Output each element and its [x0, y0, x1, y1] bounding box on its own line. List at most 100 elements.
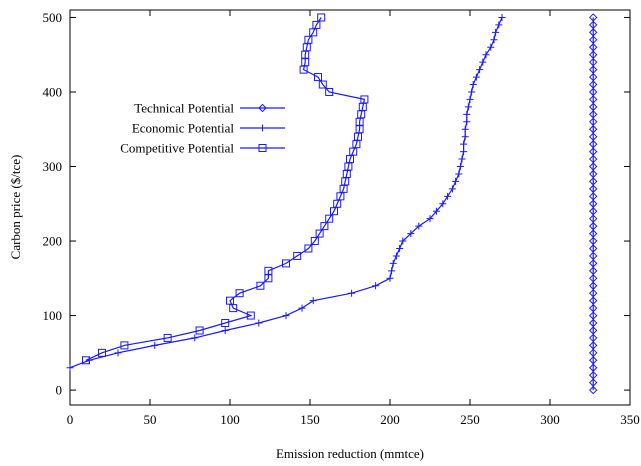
- plus-marker: [482, 51, 490, 59]
- diamond-marker: [588, 102, 598, 112]
- diamond-marker: [588, 65, 598, 74]
- diamond-marker: [588, 318, 598, 328]
- diamond-marker: [588, 348, 598, 358]
- x-tick-label: 100: [220, 412, 240, 427]
- diamond-marker: [588, 236, 598, 246]
- diamond-marker: [588, 244, 598, 253]
- plus-marker: [472, 73, 480, 81]
- plus-marker: [407, 230, 415, 238]
- y-axis-title: Carbon price ($/tce): [8, 155, 23, 260]
- plus-marker: [396, 244, 404, 252]
- diamond-marker: [588, 311, 598, 320]
- diamond-marker: [588, 35, 598, 45]
- diamond-marker: [258, 103, 267, 113]
- plus-marker: [255, 319, 263, 327]
- diamond-marker: [588, 378, 598, 387]
- diamond-marker: [588, 184, 598, 194]
- x-tick-label: 300: [540, 412, 560, 427]
- square-marker: [320, 222, 329, 231]
- plus-marker: [389, 259, 397, 267]
- square-marker: [235, 289, 244, 298]
- square-marker: [293, 251, 302, 260]
- square-marker: [310, 237, 319, 246]
- square-marker: [325, 214, 334, 223]
- plus-marker: [455, 170, 463, 178]
- diamond-marker: [588, 132, 598, 141]
- square-marker: [258, 144, 267, 152]
- legend: Technical Potential Economic Potential Com…: [120, 101, 285, 156]
- diamond-marker: [588, 303, 598, 313]
- series-competitive-potential: [82, 13, 369, 365]
- diamond-marker: [588, 326, 598, 335]
- diamond-marker: [588, 80, 598, 89]
- plus-marker: [259, 124, 266, 132]
- plus-marker: [495, 21, 503, 29]
- square-marker: [256, 281, 265, 290]
- diamond-marker: [588, 169, 598, 179]
- square-marker: [318, 80, 327, 89]
- series-economic-potential: [66, 13, 506, 372]
- square-marker: [282, 259, 290, 268]
- diamond-marker: [588, 199, 598, 208]
- plus-marker: [399, 237, 407, 245]
- plus-marker: [468, 88, 476, 96]
- plus-marker: [426, 215, 434, 223]
- legend-label: Economic Potential: [132, 121, 235, 136]
- y-tick-label: 300: [43, 159, 63, 174]
- y-tick-label: 100: [43, 308, 63, 323]
- legend-label: Competitive Potential: [120, 141, 234, 156]
- axis-ticks: 0 50 100 150 200 250 300 350 0 100 200 300 400 500: [43, 10, 640, 427]
- x-tick-label: 0: [67, 412, 74, 427]
- square-marker: [163, 333, 172, 342]
- diamond-marker: [588, 356, 598, 365]
- plus-marker: [487, 43, 495, 51]
- y-tick-label: 200: [43, 234, 63, 249]
- plus-marker: [452, 177, 460, 185]
- square-marker: [304, 244, 313, 253]
- square-marker: [226, 296, 234, 305]
- square-marker: [264, 266, 273, 275]
- diamond-marker: [588, 139, 598, 149]
- series-line: [69, 17, 503, 369]
- plus-marker: [348, 289, 356, 297]
- diamond-marker: [588, 274, 598, 283]
- plus-marker: [492, 28, 500, 36]
- square-marker: [304, 35, 313, 44]
- diamond-marker: [588, 296, 598, 305]
- diamond-marker: [588, 229, 598, 238]
- square-marker: [246, 311, 255, 320]
- diamond-marker: [588, 333, 598, 343]
- y-tick-label: 0: [56, 383, 63, 398]
- square-marker: [312, 20, 321, 29]
- square-marker: [221, 319, 230, 328]
- diamond-marker: [588, 341, 598, 350]
- y-tick-label: 400: [43, 84, 63, 99]
- plus-marker: [432, 207, 440, 215]
- diamond-marker: [588, 117, 598, 126]
- x-tick-label: 200: [380, 412, 400, 427]
- diamond-marker: [588, 20, 598, 30]
- x-tick-label: 50: [144, 412, 157, 427]
- plus-marker: [282, 312, 290, 320]
- legend-label: Technical Potential: [134, 101, 234, 116]
- plus-marker: [464, 103, 472, 111]
- x-tick-label: 350: [620, 412, 640, 427]
- plus-marker: [469, 81, 477, 89]
- plus-marker: [458, 155, 466, 163]
- square-marker: [360, 95, 369, 104]
- square-marker: [317, 13, 326, 22]
- diamond-marker: [588, 87, 598, 97]
- plus-marker: [388, 267, 396, 275]
- plus-marker: [221, 326, 229, 334]
- plus-marker: [114, 349, 122, 357]
- diamond-marker: [588, 221, 598, 231]
- plus-marker: [372, 282, 380, 290]
- diamond-marker: [588, 385, 598, 395]
- diamond-marker: [588, 281, 598, 290]
- diamond-marker: [588, 154, 598, 164]
- plus-marker: [463, 118, 471, 126]
- diamond-marker: [588, 50, 598, 59]
- plus-marker: [386, 274, 394, 282]
- plus-marker: [309, 297, 317, 305]
- plus-marker: [463, 110, 471, 118]
